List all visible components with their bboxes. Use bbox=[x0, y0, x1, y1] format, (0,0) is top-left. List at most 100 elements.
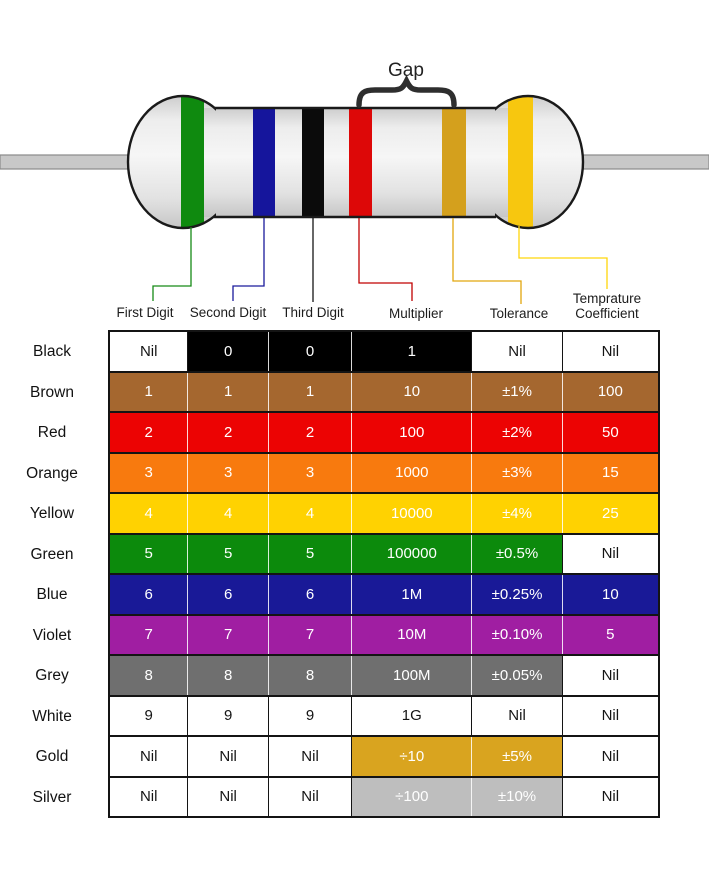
cell-red-temprature-coefficient: 50 bbox=[562, 413, 658, 452]
row-label-black: Black bbox=[33, 343, 71, 361]
cell-gold-second-digit: Nil bbox=[188, 737, 269, 776]
blue-band bbox=[253, 107, 275, 218]
cell-orange-first-digit: 3 bbox=[110, 453, 189, 492]
cell-grey-second-digit: 8 bbox=[188, 656, 269, 695]
cell-yellow-temprature-coefficient: 25 bbox=[562, 494, 658, 533]
cell-silver-temprature-coefficient: Nil bbox=[562, 777, 658, 816]
red-band-connector-line bbox=[358, 218, 413, 301]
cell-yellow-multiplier: 10000 bbox=[352, 494, 473, 533]
cell-silver-tolerance: ±10% bbox=[472, 777, 563, 816]
cell-orange-tolerance: ±3% bbox=[472, 453, 563, 492]
cell-brown-third-digit: 1 bbox=[268, 372, 353, 411]
cell-orange-multiplier: 1000 bbox=[352, 453, 473, 492]
cell-violet-second-digit: 7 bbox=[188, 615, 269, 654]
cell-red-tolerance: ±2% bbox=[472, 413, 563, 452]
row-label-red: Red bbox=[37, 424, 67, 442]
cell-brown-multiplier: 10 bbox=[352, 372, 473, 411]
table-row-black: Nil 0 0 1 Nil Nil bbox=[110, 332, 658, 373]
cell-white-temprature-coefficient: Nil bbox=[562, 696, 658, 735]
cell-silver-multiplier: ÷100 bbox=[352, 777, 473, 816]
cell-white-third-digit: 9 bbox=[268, 696, 353, 735]
cell-blue-second-digit: 6 bbox=[188, 575, 269, 614]
cell-red-first-digit: 2 bbox=[110, 413, 189, 452]
yellow-band bbox=[508, 96, 533, 228]
table-row-yellow: 4 4 4 10000 ±4% 25 bbox=[110, 494, 658, 535]
column-header-multiplier: Multiplier bbox=[388, 306, 444, 321]
row-label-yellow: Yellow bbox=[29, 505, 75, 523]
cell-silver-third-digit: Nil bbox=[268, 777, 353, 816]
cell-orange-third-digit: 3 bbox=[268, 453, 353, 492]
cell-yellow-second-digit: 4 bbox=[188, 494, 269, 533]
table-row-blue: 6 6 6 1M ±0.25% 10 bbox=[110, 575, 658, 616]
cell-blue-temprature-coefficient: 10 bbox=[562, 575, 658, 614]
cell-violet-first-digit: 7 bbox=[110, 615, 189, 654]
black-band bbox=[302, 107, 324, 218]
gap-label: Gap bbox=[388, 60, 424, 81]
cell-grey-temprature-coefficient: Nil bbox=[562, 656, 658, 695]
table-row-grey: 8 8 8 100M ±0.05% Nil bbox=[110, 656, 658, 697]
cell-brown-second-digit: 1 bbox=[188, 372, 269, 411]
cell-grey-third-digit: 8 bbox=[268, 656, 353, 695]
cell-white-first-digit: 9 bbox=[110, 696, 189, 735]
cell-violet-temprature-coefficient: 5 bbox=[562, 615, 658, 654]
red-band bbox=[349, 107, 372, 218]
column-header-second-digit: Second Digit bbox=[189, 305, 267, 320]
cell-silver-first-digit: Nil bbox=[110, 777, 189, 816]
cell-gold-temprature-coefficient: Nil bbox=[562, 737, 658, 776]
resistor-illustration: Gap bbox=[0, 60, 709, 304]
cell-green-tolerance: ±0.5% bbox=[472, 534, 563, 573]
cell-brown-first-digit: 1 bbox=[110, 372, 189, 411]
cell-silver-second-digit: Nil bbox=[188, 777, 269, 816]
row-label-green: Green bbox=[30, 545, 74, 563]
cell-red-second-digit: 2 bbox=[188, 413, 269, 452]
row-label-grey: Grey bbox=[35, 667, 69, 685]
cell-orange-temprature-coefficient: 15 bbox=[562, 453, 658, 492]
column-header-third-digit: Third Digit bbox=[282, 305, 344, 320]
cell-white-multiplier: 1G bbox=[352, 696, 473, 735]
blue-band-connector-line bbox=[232, 218, 265, 301]
color-bands bbox=[181, 96, 533, 228]
cell-black-second-digit: 0 bbox=[188, 332, 269, 371]
column-header-first-digit: First Digit bbox=[116, 305, 174, 320]
cell-violet-tolerance: ±0.10% bbox=[472, 615, 563, 654]
gap-brace bbox=[356, 74, 457, 108]
cell-green-first-digit: 5 bbox=[110, 534, 189, 573]
cell-grey-first-digit: 8 bbox=[110, 656, 189, 695]
cell-yellow-tolerance: ±4% bbox=[472, 494, 563, 533]
cell-white-tolerance: Nil bbox=[472, 696, 563, 735]
cell-violet-third-digit: 7 bbox=[268, 615, 353, 654]
cell-red-multiplier: 100 bbox=[352, 413, 473, 452]
gold-band-connector-line bbox=[452, 218, 522, 304]
row-label-brown: Brown bbox=[30, 383, 74, 401]
cell-green-multiplier: 100000 bbox=[352, 534, 473, 573]
row-label-gold: Gold bbox=[35, 748, 69, 766]
cell-black-first-digit: Nil bbox=[110, 332, 189, 371]
cell-gold-tolerance: ±5% bbox=[472, 737, 563, 776]
cell-black-multiplier: 1 bbox=[352, 332, 473, 371]
cell-blue-first-digit: 6 bbox=[110, 575, 189, 614]
cell-gold-multiplier: ÷10 bbox=[352, 737, 473, 776]
cell-grey-multiplier: 100M bbox=[352, 656, 473, 695]
cell-brown-tolerance: ±1% bbox=[472, 372, 563, 411]
band-connector-lines bbox=[152, 218, 608, 304]
green-band-connector-line bbox=[152, 227, 192, 301]
cell-green-third-digit: 5 bbox=[268, 534, 353, 573]
cell-black-temprature-coefficient: Nil bbox=[562, 332, 658, 371]
row-label-white: White bbox=[32, 707, 72, 725]
row-label-violet: Violet bbox=[32, 626, 72, 644]
cell-gold-first-digit: Nil bbox=[110, 737, 189, 776]
table-row-silver: Nil Nil Nil ÷100 ±10% Nil bbox=[110, 777, 658, 816]
column-header-temprature-coefficient: Temprature Coefficient bbox=[572, 291, 642, 321]
cell-black-third-digit: 0 bbox=[268, 332, 353, 371]
cell-grey-tolerance: ±0.05% bbox=[472, 656, 563, 695]
row-labels-column: Black Brown Red Orange Yellow Green Blue Violet… bbox=[0, 332, 104, 818]
row-label-blue: Blue bbox=[36, 586, 68, 604]
table-row-violet: 7 7 7 10M ±0.10% 5 bbox=[110, 615, 658, 656]
cell-brown-temprature-coefficient: 100 bbox=[562, 372, 658, 411]
table-row-orange: 3 3 3 1000 ±3% 15 bbox=[110, 453, 658, 494]
table-row-green: 5 5 5 100000 ±0.5% Nil bbox=[110, 534, 658, 575]
cell-blue-third-digit: 6 bbox=[268, 575, 353, 614]
yellow-band-connector-line bbox=[518, 226, 608, 289]
color-table: Nil 0 0 1 Nil Nil 1 1 1 10 ±1% 100 2 2 2 100 ±2% 50 3 3 3 100… bbox=[108, 330, 660, 818]
